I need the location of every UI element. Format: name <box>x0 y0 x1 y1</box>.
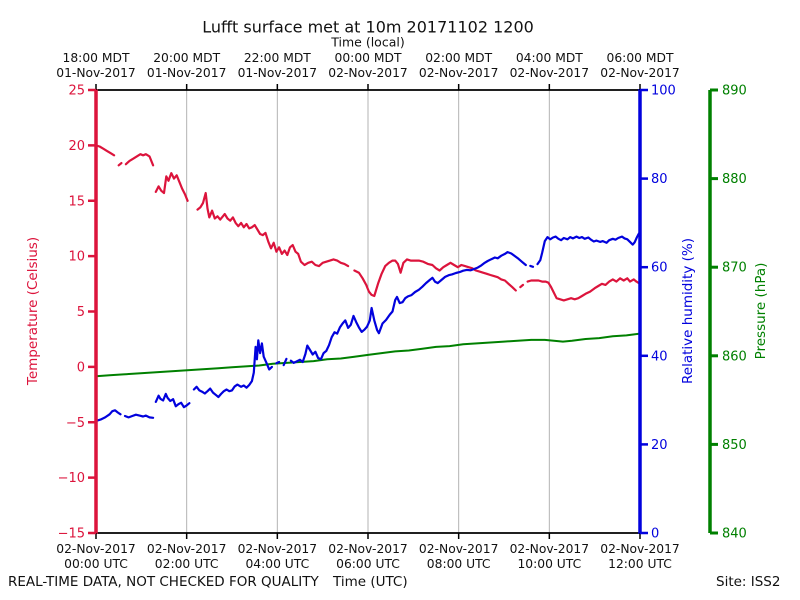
pressure-tick-label: 850 <box>722 438 747 453</box>
pressure-tick-label: 890 <box>722 84 747 99</box>
bottom-tick-label-date: 02-Nov-2017 <box>328 542 408 556</box>
humidity-tick-label: 0 <box>651 527 659 542</box>
top-tick-label-time: 00:00 MDT <box>335 51 402 65</box>
top-tick-label-date: 02-Nov-2017 <box>510 66 590 80</box>
top-tick-label-date: 02-Nov-2017 <box>600 66 680 80</box>
pressure-tick-label: 870 <box>722 261 747 276</box>
top-tick-label-date: 01-Nov-2017 <box>56 66 136 80</box>
bottom-tick-label-date: 02-Nov-2017 <box>419 542 499 556</box>
temperature-tick-label: 10 <box>68 250 85 265</box>
temperature-tick-label: 15 <box>68 194 85 209</box>
bottom-tick-label-date: 02-Nov-2017 <box>238 542 318 556</box>
pressure-tick-label: 860 <box>722 349 747 364</box>
temperature-tick-label: −10 <box>58 471 85 486</box>
bottom-tick-label-date: 02-Nov-2017 <box>600 542 680 556</box>
top-tick-label-time: 02:00 MDT <box>425 51 492 65</box>
humidity-axis-title: Relative humidity (%) <box>680 237 696 385</box>
bottom-tick-label-time: 06:00 UTC <box>336 557 400 571</box>
bottom-tick-label-time: 08:00 UTC <box>427 557 491 571</box>
top-tick-label-time: 06:00 MDT <box>607 51 674 65</box>
bottom-tick-label-date: 02-Nov-2017 <box>56 542 136 556</box>
humidity-tick-label: 80 <box>651 172 668 187</box>
temperature-tick-label: 25 <box>68 84 85 99</box>
temperature-tick-label: 0 <box>77 360 85 375</box>
bottom-tick-label-date: 02-Nov-2017 <box>147 542 227 556</box>
pressure-tick-label: 840 <box>722 527 747 542</box>
temperature-tick-label: −15 <box>58 527 85 542</box>
top-tick-label-time: 22:00 MDT <box>244 51 311 65</box>
pressure-axis-title: Pressure (hPa) <box>753 262 769 360</box>
bottom-tick-label-time: 10:00 UTC <box>517 557 581 571</box>
top-tick-label-date: 02-Nov-2017 <box>328 66 408 80</box>
bottom-axis-title: Time (UTC) <box>333 574 408 590</box>
humidity-tick-label: 60 <box>651 261 668 276</box>
top-tick-label-time: 20:00 MDT <box>153 51 220 65</box>
top-tick-label-time: 04:00 MDT <box>516 51 583 65</box>
temperature-tick-label: 20 <box>68 139 85 154</box>
chart-title: Lufft surface met at 10m 20171102 1200 <box>202 17 534 37</box>
site-label: Site: ISS2 <box>716 574 781 590</box>
humidity-tick-label: 100 <box>651 84 676 99</box>
top-axis-title: Time (local) <box>331 34 405 50</box>
humidity-tick-label: 20 <box>651 438 668 453</box>
temperature-axis-title: Temperature (Celsius) <box>25 236 41 386</box>
bottom-tick-label-date: 02-Nov-2017 <box>510 542 590 556</box>
bottom-tick-label-time: 00:00 UTC <box>64 557 128 571</box>
pressure-tick-label: 880 <box>722 172 747 187</box>
bottom-tick-label-time: 04:00 UTC <box>245 557 309 571</box>
temperature-tick-label: −5 <box>66 416 85 431</box>
bottom-tick-label-time: 12:00 UTC <box>608 557 672 571</box>
temperature-line <box>94 144 642 302</box>
temperature-tick-label: 5 <box>77 305 85 320</box>
top-tick-label-date: 01-Nov-2017 <box>238 66 318 80</box>
bottom-tick-label-time: 02:00 UTC <box>155 557 219 571</box>
relative_humidity-line <box>94 231 642 422</box>
top-tick-label-time: 18:00 MDT <box>63 51 130 65</box>
humidity-tick-label: 40 <box>651 349 668 364</box>
footer-disclaimer: REAL-TIME DATA, NOT CHECKED FOR QUALITY <box>8 574 319 590</box>
pressure-line <box>95 332 641 378</box>
top-tick-label-date: 02-Nov-2017 <box>419 66 499 80</box>
top-tick-label-date: 01-Nov-2017 <box>147 66 227 80</box>
